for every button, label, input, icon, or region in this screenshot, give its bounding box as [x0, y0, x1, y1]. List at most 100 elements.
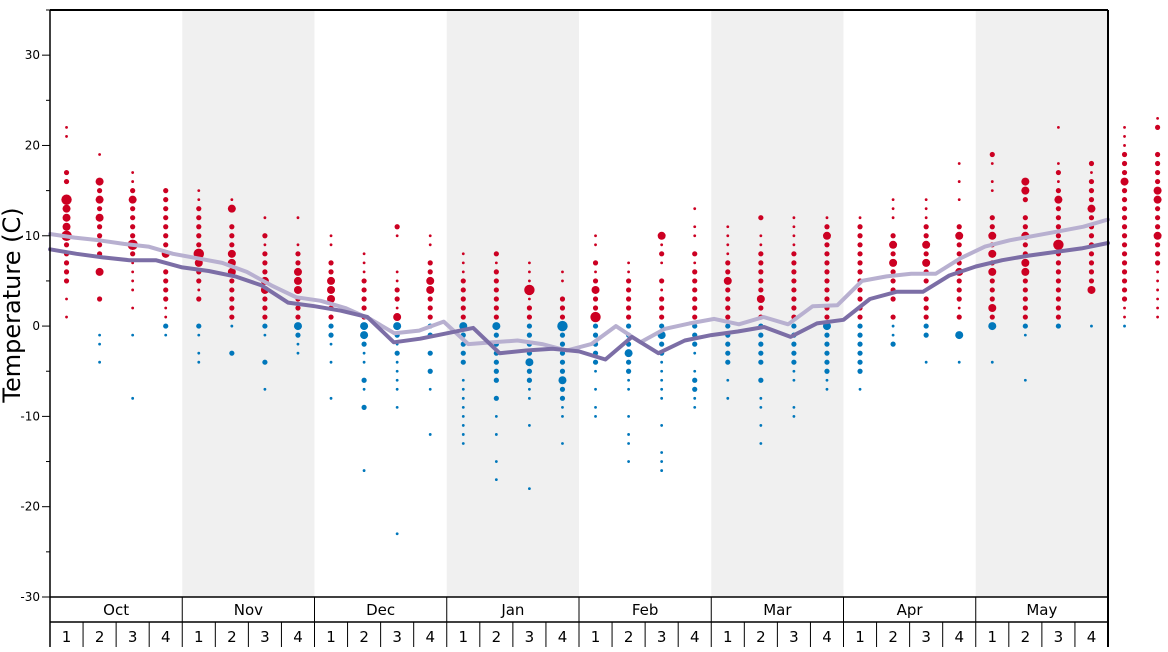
data-point	[395, 360, 399, 364]
data-point	[758, 215, 764, 221]
data-point	[989, 215, 995, 221]
data-point	[890, 251, 896, 257]
data-point	[229, 224, 235, 230]
data-point	[592, 305, 599, 311]
data-point	[857, 269, 863, 275]
data-point	[493, 278, 499, 284]
data-point	[857, 224, 863, 230]
week-label: 1	[62, 628, 72, 646]
data-point	[590, 311, 601, 323]
data-point	[561, 270, 564, 274]
data-point	[1088, 188, 1095, 194]
data-point	[726, 252, 730, 256]
data-point	[131, 270, 135, 274]
data-point	[1022, 278, 1028, 284]
data-point	[394, 287, 400, 293]
data-point	[889, 258, 898, 267]
data-point	[460, 305, 466, 311]
y-tick-label: -20	[20, 500, 40, 514]
data-point	[956, 296, 962, 302]
data-point	[988, 304, 997, 313]
data-point	[262, 305, 268, 311]
data-point	[295, 260, 301, 266]
data-point	[395, 378, 399, 382]
data-point	[263, 333, 267, 337]
month-label-mar: Mar	[763, 601, 792, 619]
data-point	[1123, 144, 1126, 147]
data-point	[824, 314, 830, 320]
data-point	[758, 287, 764, 293]
data-point	[758, 332, 764, 338]
month-label-nov: Nov	[234, 601, 263, 619]
data-point	[460, 278, 466, 284]
data-point	[1021, 258, 1030, 267]
data-point	[361, 296, 367, 302]
week-label: 1	[591, 628, 601, 646]
data-point	[395, 369, 399, 373]
data-point	[857, 260, 863, 266]
data-point	[395, 234, 399, 238]
data-point	[791, 269, 797, 275]
data-point	[758, 278, 764, 284]
data-point	[559, 341, 566, 347]
data-point	[559, 332, 566, 338]
data-point	[361, 305, 367, 311]
data-point	[792, 216, 796, 220]
data-point	[262, 359, 268, 365]
week-label: 4	[293, 628, 303, 646]
data-point	[990, 162, 994, 165]
data-point	[594, 414, 597, 418]
data-point	[1057, 162, 1060, 165]
data-point	[988, 231, 997, 240]
data-point	[526, 305, 533, 311]
data-point	[726, 396, 730, 400]
data-point	[1156, 279, 1159, 283]
week-label: 3	[260, 628, 270, 646]
data-point	[625, 296, 632, 302]
data-point	[1055, 305, 1062, 311]
data-point	[1088, 251, 1095, 257]
data-point	[759, 442, 763, 445]
data-point	[1121, 278, 1128, 284]
data-point	[95, 267, 104, 276]
data-point	[329, 234, 333, 238]
data-point	[857, 368, 863, 374]
data-point	[989, 314, 995, 320]
data-point	[627, 261, 630, 265]
data-point	[426, 285, 435, 294]
data-point	[957, 360, 961, 364]
data-point	[196, 206, 202, 212]
data-point	[63, 278, 70, 284]
data-point	[792, 225, 796, 229]
data-point	[725, 260, 731, 266]
data-point	[592, 260, 599, 266]
data-point	[791, 359, 797, 365]
data-point	[625, 278, 632, 284]
data-point	[1121, 260, 1128, 266]
data-point	[759, 405, 763, 409]
week-label: 4	[822, 628, 832, 646]
data-point	[1088, 233, 1095, 239]
data-point	[857, 359, 863, 365]
data-point	[890, 269, 896, 275]
data-point	[1156, 306, 1159, 310]
data-point	[1055, 314, 1062, 320]
data-point	[891, 216, 895, 220]
data-point	[955, 231, 964, 240]
data-point	[989, 151, 995, 158]
month-band-jan	[446, 10, 579, 597]
data-point	[1121, 206, 1128, 212]
data-point	[792, 234, 796, 238]
data-point	[329, 243, 333, 247]
data-point	[957, 198, 961, 202]
data-point	[295, 251, 301, 257]
data-point	[362, 261, 366, 265]
data-point	[857, 314, 863, 320]
week-label: 1	[988, 628, 998, 646]
data-point	[858, 216, 862, 220]
data-point	[395, 532, 399, 536]
month-shade-bands	[182, 10, 1108, 597]
data-point	[362, 252, 366, 256]
week-label: 2	[492, 628, 502, 646]
data-point	[1121, 215, 1128, 221]
